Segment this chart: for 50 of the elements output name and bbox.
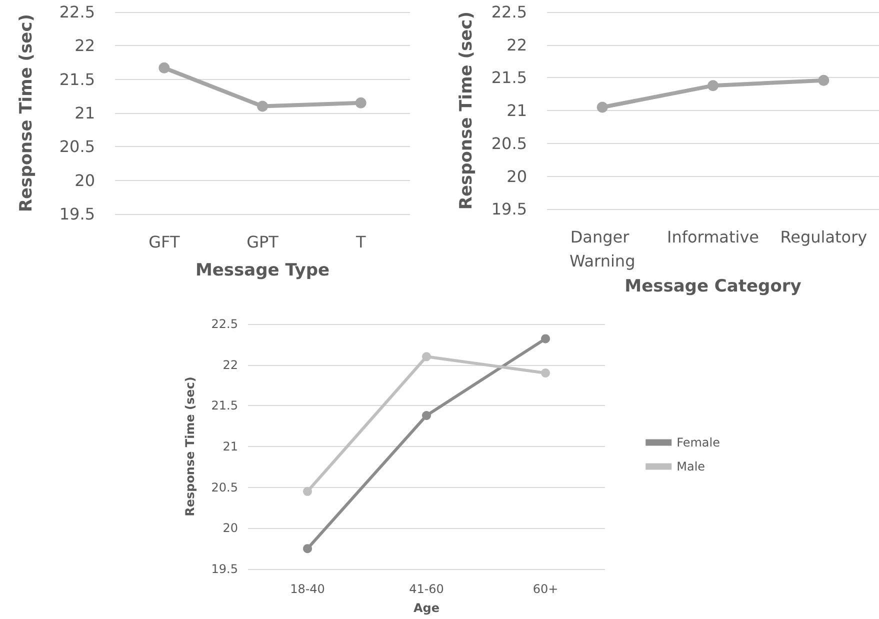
x-tick-label: Informative (667, 228, 759, 247)
x-axis-title: Message Type (195, 260, 330, 280)
y-tick-label: 22.5 (491, 2, 527, 22)
point (257, 100, 268, 112)
y-tick-label: 21 (506, 101, 527, 120)
y-tick-label: 21 (74, 104, 95, 122)
legend-label: Female (676, 436, 720, 450)
y-axis-title: Response Time (sec) (456, 11, 476, 210)
x-tick-label: 18-40 (290, 582, 325, 596)
y-tick-label: 21.5 (491, 68, 527, 88)
y-tick-label: 22.5 (59, 2, 95, 22)
x-tick-label: Regulatory (780, 228, 868, 247)
point (355, 97, 366, 108)
point (422, 410, 431, 420)
legend-label: Male (676, 460, 706, 474)
point (422, 352, 431, 362)
point (818, 74, 830, 86)
y-tick-label: 20.5 (211, 480, 238, 494)
x-tick-label: 41-60 (409, 582, 444, 596)
y-tick-label: 20 (506, 166, 527, 186)
y-tick-label: 22 (506, 35, 527, 54)
x-tick-label: 60+ (532, 582, 558, 596)
y-tick-label: 19.5 (211, 562, 238, 576)
y-tick-label: 20.5 (59, 137, 95, 156)
point (158, 62, 170, 74)
y-tick-label: 20 (222, 521, 238, 536)
y-tick-label: 20.5 (491, 134, 527, 153)
y-tick-label: 21.5 (211, 398, 238, 413)
point (541, 368, 550, 378)
y-tick-label: 21 (222, 440, 238, 454)
y-tick-label: 20 (74, 170, 95, 190)
point (541, 334, 550, 344)
x-tick-label: T (354, 232, 366, 252)
point (303, 486, 312, 496)
y-tick-label: 19.5 (491, 200, 527, 219)
point (596, 102, 608, 113)
y-tick-label: 19.5 (59, 204, 95, 224)
x-axis-title: Message Category (624, 276, 802, 296)
y-tick-label: 22.5 (211, 317, 238, 331)
y-axis-title: Response Time (sec) (16, 14, 36, 212)
y-tick-label: 22 (222, 358, 238, 372)
y-tick-label: 22 (74, 36, 95, 56)
x-tick-label: GPT (246, 232, 279, 252)
x-axis-title: Age (413, 600, 440, 615)
x-tick-label: Danger Warning (569, 228, 636, 271)
point (708, 80, 718, 92)
x-tick-label: GFT (148, 232, 180, 252)
point (303, 544, 312, 554)
y-axis-title: Response Time (sec) (183, 376, 197, 516)
y-tick-label: 21.5 (59, 70, 95, 89)
